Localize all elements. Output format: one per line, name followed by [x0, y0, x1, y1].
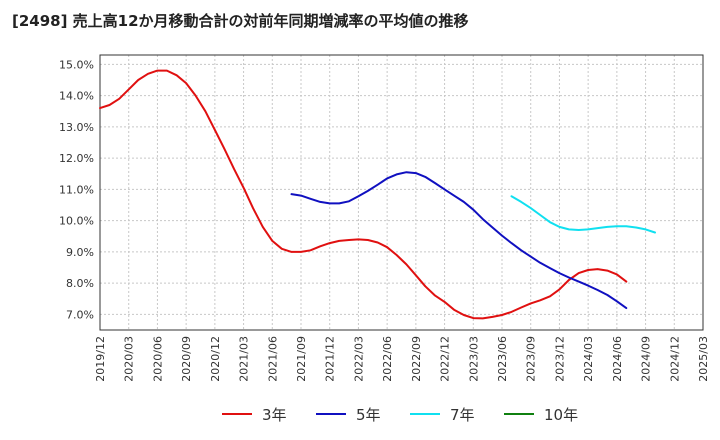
x-tick-label: 2021/03: [238, 336, 251, 382]
legend-swatch-5y: [316, 413, 346, 415]
x-tick-label: 2023/09: [525, 336, 538, 382]
x-tick-label: 2023/06: [496, 336, 509, 382]
plot-frame: [99, 54, 704, 331]
x-tick-label: 2021/12: [324, 336, 337, 382]
series-line-3年: [99, 69, 628, 320]
x-tick-label: 2020/09: [180, 336, 193, 382]
chart-legend: 3年 5年 7年 10年: [0, 402, 720, 426]
x-tick-label: 2020/03: [123, 336, 136, 382]
series-line-7年: [510, 195, 656, 234]
y-tick-label: 15.0%: [59, 58, 94, 71]
x-tick-label: 2022/12: [439, 336, 452, 382]
x-tick-label: 2024/09: [640, 336, 653, 382]
y-tick-label: 8.0%: [66, 277, 94, 290]
legend-label-5y: 5年: [356, 405, 381, 424]
legend-item-10y: 10年: [504, 402, 578, 426]
legend-label-3y: 3年: [262, 405, 287, 424]
x-tick-label: 2024/03: [582, 336, 595, 382]
x-tick-label: 2023/03: [467, 336, 480, 382]
legend-item-5y: 5年: [316, 402, 381, 426]
x-tick-label: 2024/12: [668, 336, 681, 382]
legend-item-3y: 3年: [222, 402, 287, 426]
legend-label-7y: 7年: [450, 405, 475, 424]
legend-swatch-3y: [222, 413, 252, 415]
x-tick-label: 2021/06: [266, 336, 279, 382]
legend-label-10y: 10年: [544, 405, 579, 424]
y-tick-label: 10.0%: [59, 215, 94, 228]
chart-title: [2498] 売上高12か月移動合計の対前年同期増減率の平均値の推移: [12, 12, 469, 30]
x-tick-label: 2020/06: [151, 336, 164, 382]
y-tick-label: 7.0%: [66, 308, 94, 321]
legend-swatch-7y: [410, 413, 440, 415]
y-tick-label: 9.0%: [66, 246, 94, 259]
x-tick-label: 2022/06: [381, 336, 394, 382]
x-tick-label: 2022/03: [352, 336, 365, 382]
series-line-5年: [290, 171, 628, 310]
x-tick-label: 2019/12: [94, 336, 107, 382]
x-tick-label: 2021/09: [295, 336, 308, 382]
x-tick-label: 2025/03: [697, 336, 710, 382]
y-tick-label: 12.0%: [59, 152, 94, 165]
x-tick-label: 2022/09: [410, 336, 423, 382]
y-tick-label: 13.0%: [59, 121, 94, 134]
legend-item-7y: 7年: [410, 402, 475, 426]
legend-swatch-10y: [504, 413, 534, 415]
y-tick-label: 11.0%: [59, 183, 94, 196]
x-tick-label: 2020/12: [209, 336, 222, 382]
x-tick-label: 2024/06: [611, 336, 624, 382]
y-tick-label: 14.0%: [59, 90, 94, 103]
x-tick-label: 2023/12: [553, 336, 566, 382]
